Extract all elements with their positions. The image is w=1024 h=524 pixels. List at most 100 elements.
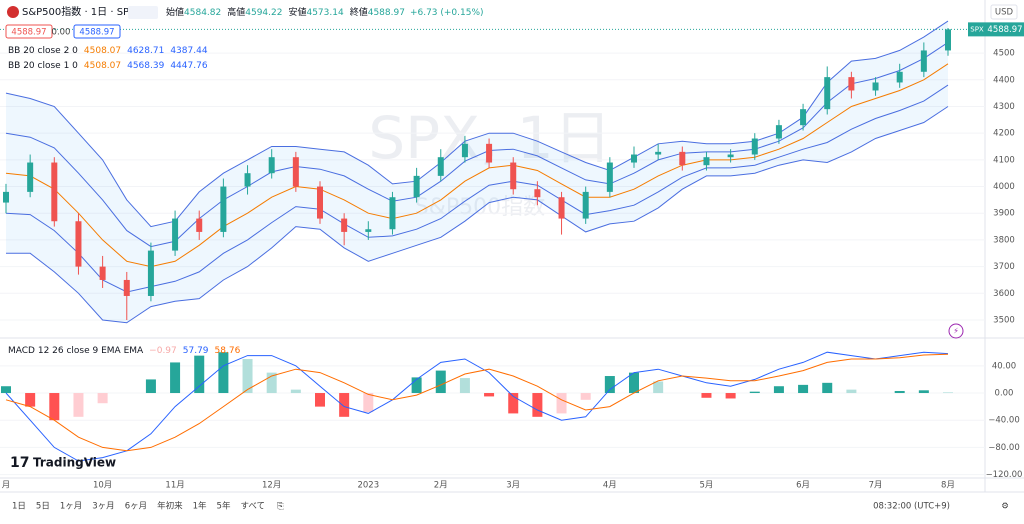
candle-body: [751, 138, 758, 155]
bb2-legend[interactable]: BB 20 close 2 0 4508.07 4628.71 4387.44: [8, 46, 208, 56]
histogram-bar: [1, 386, 11, 394]
histogram-bar: [242, 359, 253, 394]
macd-line: [5, 353, 949, 452]
plot: [0, 20, 985, 476]
histogram-bar: [798, 384, 809, 394]
x-tick-label: 月: [2, 481, 11, 491]
histogram-bar: [363, 393, 374, 413]
x-tick-label: 2023: [357, 481, 379, 491]
candle-body: [244, 173, 251, 187]
candle-body: [703, 157, 710, 166]
histogram-bar: [773, 386, 784, 394]
candle-body: [292, 157, 299, 187]
buy-box[interactable]: [73, 24, 121, 39]
histogram-bar: [532, 393, 543, 417]
x-tick-label: 11月: [165, 481, 184, 491]
macd-line: [5, 351, 949, 462]
ohlc-value: 4594.22: [245, 8, 282, 18]
candle-body: [99, 266, 106, 280]
histogram-bar: [653, 381, 664, 394]
histogram-bar: [170, 362, 181, 394]
range-button[interactable]: 1ヶ月: [60, 502, 82, 512]
price-tag-value: 4588.97: [987, 25, 1022, 35]
candle-body: [75, 221, 82, 267]
candle-body: [582, 191, 589, 219]
y-tick-label: 3800: [993, 235, 1015, 245]
y-tick-label: 4200: [993, 129, 1015, 139]
histogram-bar: [725, 393, 736, 399]
y-tick-label: 4100: [993, 155, 1015, 165]
histogram-bar: [508, 393, 519, 414]
ohlc-value: 4584.82: [184, 8, 221, 18]
x-tick-label: 5月: [700, 481, 714, 491]
histogram-bar: [218, 352, 229, 394]
histogram-bar: [580, 393, 591, 400]
symbol-tag-text: SPX: [970, 25, 984, 33]
macd-legend[interactable]: MACD 12 26 close 9 EMA EMA −0.97 57.79 58.7…: [8, 346, 241, 356]
ohlc-value: 4573.14: [306, 8, 343, 18]
x-tick-label: 7月: [869, 481, 883, 491]
buy-price[interactable]: 4588.97: [79, 28, 114, 38]
range-button[interactable]: 年初来: [157, 501, 183, 512]
x-tick-label: 2月: [434, 481, 448, 491]
y-tick-label: −80.00: [988, 443, 1019, 453]
candle-body: [534, 189, 541, 198]
histogram-bar: [49, 393, 60, 421]
band-line: [6, 106, 949, 324]
band-line: [5, 84, 949, 293]
range-button[interactable]: 1日: [12, 502, 26, 512]
y-tick-label: 0.00: [995, 389, 1014, 399]
symbol-icon: [7, 6, 19, 18]
histogram-bar: [194, 355, 205, 394]
histogram-bar: [943, 392, 953, 394]
sell-box[interactable]: [5, 24, 53, 39]
candle-body: [679, 151, 686, 166]
histogram-bar: [749, 391, 760, 394]
logo-text: TradingView: [33, 456, 116, 470]
candle-body: [824, 77, 831, 110]
sell-price[interactable]: 4588.97: [11, 28, 46, 38]
band-line: [5, 41, 949, 248]
candle-body: [727, 154, 734, 158]
indicator-name: BB 20 close 2 0: [8, 46, 78, 56]
date-range-button[interactable]: ⎘: [277, 502, 284, 512]
range-button[interactable]: 1年: [193, 501, 207, 512]
candle-body: [317, 186, 323, 219]
ohlc: 始値4584.82 高値4594.22 安値4573.14 終値4588.97 +6.7…: [166, 6, 484, 18]
candle-body: [268, 157, 275, 174]
range-button[interactable]: 6ヶ月: [125, 502, 147, 512]
range-button[interactable]: 5日: [36, 502, 50, 512]
x-tick-label: 12月: [262, 481, 281, 491]
histogram-bar: [459, 378, 470, 394]
indicator-value: −0.97: [149, 346, 177, 356]
symbol[interactable]: S&P500指数 · 1日 · SP: [22, 5, 129, 18]
candle-body: [920, 50, 927, 72]
bb1-legend[interactable]: BB 20 close 1 0 4508.07 4568.39 4447.76: [8, 61, 208, 71]
histogram-bar: [484, 393, 495, 397]
candle-body: [365, 229, 372, 232]
range-button[interactable]: 3ヶ月: [92, 502, 114, 512]
y-tick-label: 3500: [993, 315, 1015, 325]
price-tag: [986, 22, 1024, 37]
candle-body: [872, 82, 879, 91]
toggle[interactable]: [128, 6, 158, 19]
candle-body: [896, 71, 903, 83]
candle-body: [461, 143, 468, 158]
histogram-bar: [339, 393, 350, 417]
candle-body: [510, 162, 517, 190]
indicator-name: BB 20 close 1 0: [8, 61, 78, 71]
currency[interactable]: USD: [995, 8, 1014, 18]
currency-button[interactable]: [990, 4, 1018, 20]
settings[interactable]: ⚙: [1001, 502, 1009, 512]
ohlc-value: 4588.97: [368, 8, 405, 18]
range-button[interactable]: 5年: [217, 501, 231, 512]
range-button[interactable]: すべて: [240, 502, 265, 512]
candle-body: [51, 162, 58, 222]
x-tick-label: 10月: [93, 481, 112, 491]
change: +6.73 (+0.15%): [410, 8, 484, 18]
histogram-bar: [25, 393, 36, 407]
spread: 0.00: [52, 28, 71, 38]
alert-icon[interactable]: [948, 323, 964, 339]
